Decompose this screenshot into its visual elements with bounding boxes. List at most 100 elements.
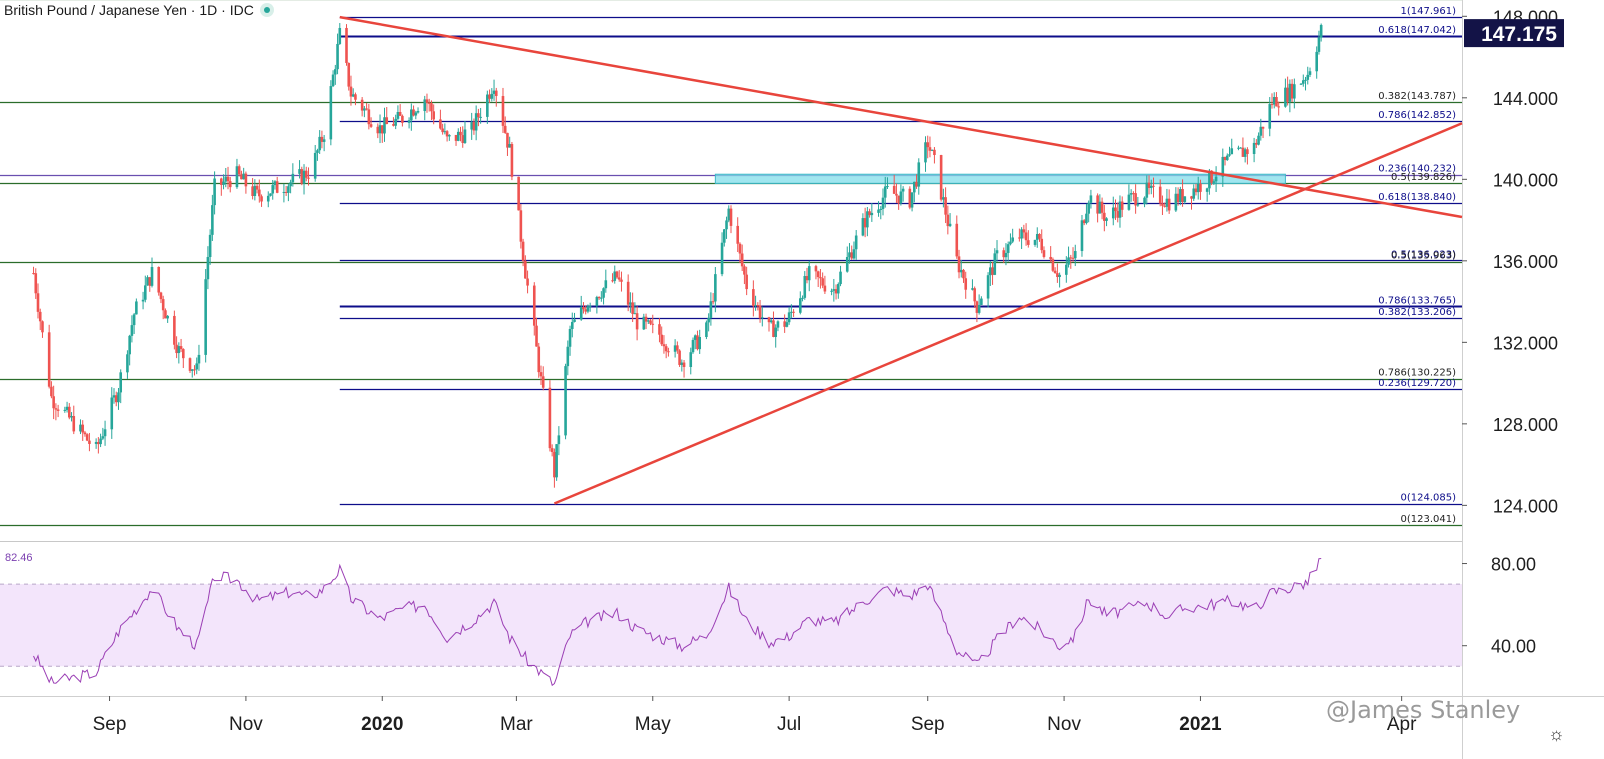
candle-body [866, 211, 869, 228]
candle-body [220, 178, 223, 185]
candle-body [944, 197, 947, 215]
candle-body [166, 315, 169, 319]
candle-body [365, 108, 368, 110]
candle-body [135, 301, 138, 315]
candle-body [1147, 182, 1151, 189]
candle-body [658, 324, 661, 335]
candle-body [410, 109, 413, 121]
candle-body [1212, 181, 1216, 183]
candle-body [1221, 156, 1225, 177]
candle-body [439, 119, 442, 129]
candle-body [1134, 193, 1137, 206]
fib-level-label: 0.5(139.826) [1391, 172, 1456, 183]
candle-body [1136, 204, 1140, 206]
candle-body [1100, 201, 1104, 213]
candle-body [164, 310, 167, 319]
candle-body [159, 292, 163, 300]
candle-body [631, 302, 634, 314]
candle-body [776, 321, 780, 328]
candle-body [908, 188, 912, 208]
candle-body [67, 406, 71, 418]
candle-body [959, 269, 963, 273]
candle-body [490, 93, 494, 99]
candle-body [130, 325, 134, 336]
candle-body [41, 321, 44, 333]
candle-body [676, 345, 679, 351]
candle-body [456, 131, 460, 141]
candle-body [1174, 193, 1178, 211]
candle-body [260, 196, 263, 202]
trendline-descending [339, 15, 1463, 219]
candle-body [425, 99, 429, 103]
candle-body [792, 311, 795, 313]
rsi-tick-label: 80.00 [1491, 555, 1536, 575]
candle-body [273, 181, 277, 186]
y-tick-label: 136.000 [1493, 252, 1558, 272]
candle-body [886, 185, 889, 187]
candle-body [834, 289, 838, 294]
candle-body [175, 344, 178, 354]
status-dot-icon[interactable] [259, 3, 274, 17]
candle-body [79, 424, 82, 432]
candle-body [1299, 83, 1303, 85]
candle-body [774, 327, 778, 337]
x-tick-label: Nov [229, 714, 263, 735]
candle-body [557, 435, 561, 445]
candle-body [378, 125, 382, 134]
candle-body [743, 266, 746, 275]
candle-body [414, 112, 418, 116]
candle-body [398, 111, 402, 116]
candle-body [430, 103, 433, 112]
candle-body [1098, 201, 1102, 214]
candle-body [1275, 97, 1278, 107]
candle-body [689, 352, 693, 368]
candle-body [816, 271, 820, 278]
candle-body [877, 209, 880, 213]
candle-body [1103, 212, 1106, 221]
candle-body [1304, 79, 1307, 81]
candle-body [899, 191, 903, 204]
candle-body [930, 149, 934, 151]
candle-body [193, 369, 196, 371]
candle-body [720, 242, 724, 275]
candle-body [790, 311, 793, 313]
candle-body [928, 147, 932, 151]
candle-body [289, 182, 292, 187]
price-axis-bg [1463, 0, 1604, 696]
candle-body [85, 434, 89, 441]
candle-body [926, 142, 930, 148]
candle-body [1306, 74, 1310, 80]
candle-body [738, 243, 742, 254]
candle-body [1152, 185, 1155, 187]
candle-body [597, 296, 601, 299]
candle-body [582, 307, 585, 310]
candle-body [369, 124, 373, 127]
candle-body [736, 225, 740, 244]
candle-body [989, 267, 992, 276]
candle-body [266, 195, 270, 202]
candle-body [224, 176, 228, 182]
candle-body [226, 176, 230, 182]
candle-body [714, 274, 717, 302]
candle-body [517, 176, 520, 211]
candle-body [564, 366, 567, 436]
candle-body [307, 177, 310, 179]
candle-body [600, 297, 603, 299]
candle-body [649, 320, 652, 324]
fib-level-label: 1(147.961) [1400, 6, 1456, 17]
candle-body [942, 197, 945, 200]
candle-body [1002, 250, 1006, 258]
watermark: @James Stanley [1326, 696, 1521, 724]
fib-level-label: 0.786(130.225) [1378, 368, 1456, 379]
candle-body [329, 86, 333, 140]
gear-icon[interactable]: ☼ [1548, 724, 1565, 744]
rsi-band [0, 584, 1462, 667]
candle-body [727, 208, 731, 221]
candle-body [752, 289, 755, 307]
candle-body [63, 409, 67, 411]
candle-body [602, 288, 605, 298]
candle-body [103, 429, 107, 437]
candle-body [1158, 186, 1162, 204]
fib-level-label: 0(124.085) [1400, 493, 1456, 504]
candle-body [1129, 193, 1133, 195]
